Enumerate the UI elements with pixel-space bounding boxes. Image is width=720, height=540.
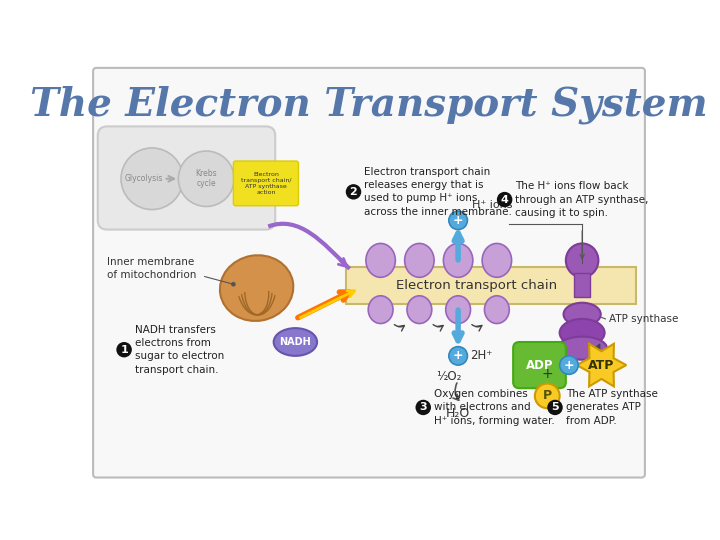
Circle shape (559, 356, 578, 374)
Text: Inner membrane
of mitochondrion: Inner membrane of mitochondrion (107, 257, 197, 280)
FancyBboxPatch shape (233, 161, 299, 206)
Ellipse shape (557, 336, 607, 360)
Ellipse shape (564, 303, 600, 326)
Ellipse shape (366, 244, 395, 278)
Ellipse shape (274, 328, 317, 356)
Text: 3: 3 (420, 402, 427, 413)
Circle shape (547, 400, 563, 415)
Text: Krebs
cycle: Krebs cycle (195, 169, 217, 188)
Text: H₂O: H₂O (446, 407, 470, 420)
Text: The Electron Transport System: The Electron Transport System (30, 85, 708, 124)
Text: Oxygen combines
with electrons and
H⁺ ions, forming water.: Oxygen combines with electrons and H⁺ io… (434, 389, 555, 426)
Text: Glycolysis: Glycolysis (125, 174, 163, 183)
FancyBboxPatch shape (98, 126, 275, 230)
Ellipse shape (179, 151, 234, 206)
Text: 1: 1 (120, 345, 128, 355)
Text: P: P (543, 389, 552, 402)
Text: 2: 2 (350, 187, 357, 197)
Text: Electron transport chain: Electron transport chain (396, 279, 557, 292)
Text: NADH: NADH (279, 337, 311, 347)
Ellipse shape (220, 255, 293, 321)
Text: The ATP synthase
generates ATP
from ADP.: The ATP synthase generates ATP from ADP. (566, 389, 658, 426)
Ellipse shape (482, 244, 512, 278)
Circle shape (117, 342, 132, 357)
Ellipse shape (407, 296, 432, 323)
Bar (575, 273, 590, 298)
FancyBboxPatch shape (93, 68, 645, 477)
Text: +: + (453, 349, 464, 362)
Circle shape (231, 282, 235, 287)
Ellipse shape (559, 319, 605, 347)
Text: ½O₂: ½O₂ (436, 370, 462, 383)
Text: ATP synthase: ATP synthase (609, 314, 679, 324)
Text: The H⁺ ions flow back
through an ATP synthase,
causing it to spin.: The H⁺ ions flow back through an ATP syn… (516, 181, 649, 218)
Circle shape (449, 211, 467, 230)
Circle shape (449, 347, 467, 365)
Bar (346, 267, 636, 303)
Text: H⁺ ions: H⁺ ions (472, 200, 513, 210)
Text: 2H⁺: 2H⁺ (471, 349, 493, 362)
Text: Electron transport chain
releases energy that is
used to pump H⁺ ions
across the: Electron transport chain releases energy… (364, 167, 512, 217)
Text: 4: 4 (500, 194, 508, 205)
Ellipse shape (368, 296, 393, 323)
Circle shape (346, 184, 361, 200)
Polygon shape (577, 344, 626, 387)
Text: +: + (541, 367, 553, 381)
Circle shape (497, 192, 513, 207)
Circle shape (535, 383, 559, 408)
Text: Electron
transport chain/
ATP synthase
action: Electron transport chain/ ATP synthase a… (240, 172, 291, 195)
Text: ATP: ATP (588, 359, 615, 372)
Ellipse shape (485, 296, 509, 323)
Text: 5: 5 (552, 402, 559, 413)
Ellipse shape (444, 244, 473, 278)
Ellipse shape (566, 244, 598, 278)
Ellipse shape (405, 244, 434, 278)
Text: ADP: ADP (526, 359, 553, 372)
Ellipse shape (446, 296, 471, 323)
Circle shape (415, 400, 431, 415)
Text: +: + (453, 214, 464, 227)
FancyBboxPatch shape (513, 342, 566, 388)
Ellipse shape (121, 148, 183, 210)
Text: +: + (564, 359, 575, 372)
Text: NADH transfers
electrons from
sugar to electron
transport chain.: NADH transfers electrons from sugar to e… (135, 325, 224, 375)
